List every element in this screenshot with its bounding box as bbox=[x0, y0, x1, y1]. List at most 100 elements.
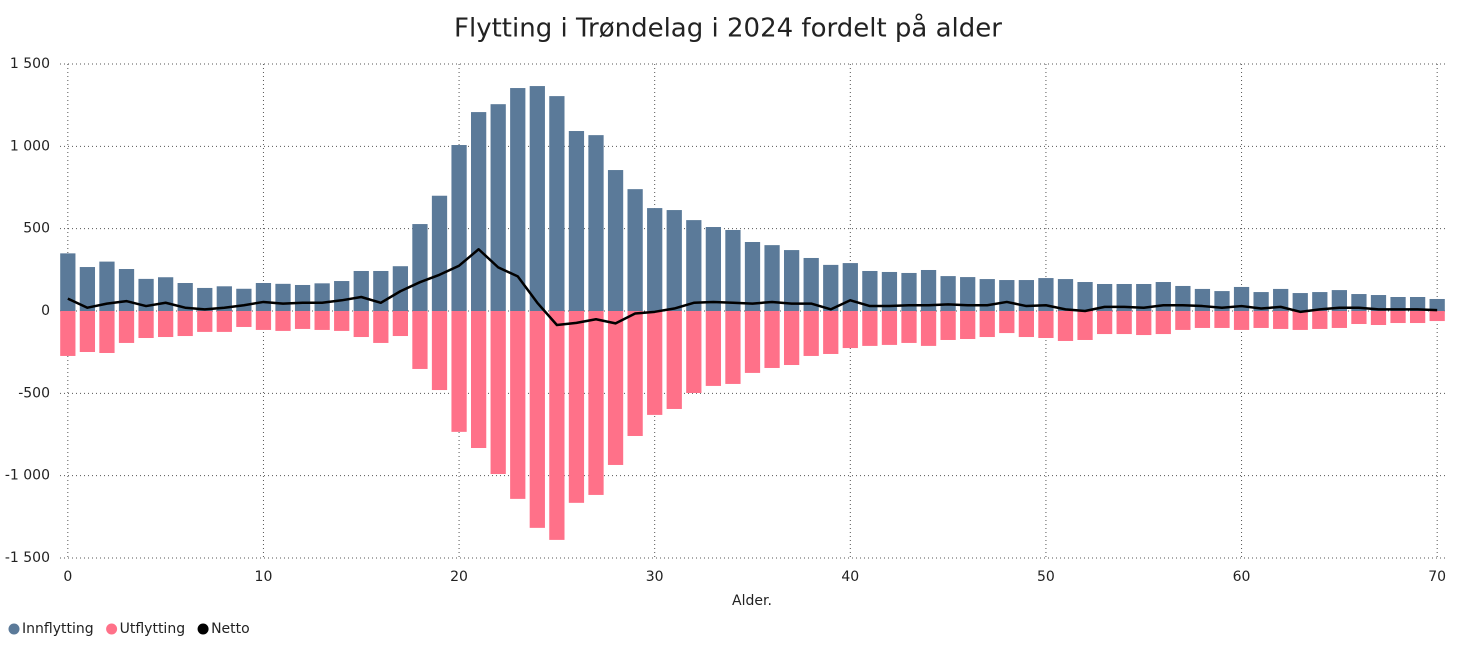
bar bbox=[764, 245, 780, 311]
bar bbox=[862, 311, 878, 346]
bar bbox=[1018, 280, 1034, 311]
bar bbox=[1214, 311, 1230, 328]
bar bbox=[373, 270, 389, 311]
bar bbox=[353, 270, 369, 311]
bar bbox=[373, 311, 389, 343]
bar bbox=[79, 311, 96, 353]
bar bbox=[158, 277, 174, 311]
bar bbox=[236, 311, 252, 327]
bar bbox=[1116, 311, 1132, 335]
bar bbox=[744, 242, 761, 311]
x-tick-label: 70 bbox=[1428, 569, 1446, 585]
bar bbox=[783, 250, 800, 311]
bar bbox=[275, 311, 291, 331]
bar bbox=[1136, 283, 1152, 311]
bar bbox=[686, 311, 702, 394]
bar bbox=[881, 311, 898, 345]
bar bbox=[725, 311, 741, 384]
bar bbox=[99, 311, 115, 353]
bar bbox=[1351, 311, 1367, 325]
bar bbox=[666, 311, 682, 409]
bar bbox=[471, 311, 487, 449]
bar bbox=[1194, 311, 1211, 328]
bar bbox=[216, 286, 232, 311]
bar bbox=[901, 311, 917, 343]
bar bbox=[1214, 291, 1230, 311]
bar bbox=[79, 267, 96, 311]
x-tick-label: 40 bbox=[841, 569, 859, 585]
bar bbox=[138, 278, 154, 311]
bar bbox=[568, 311, 585, 503]
y-tick-label: -500 bbox=[18, 385, 50, 401]
bar bbox=[1253, 292, 1269, 311]
bar bbox=[1429, 311, 1445, 322]
bar bbox=[705, 227, 722, 311]
bar bbox=[901, 272, 917, 311]
bar bbox=[529, 311, 545, 528]
y-tick-label: -1 000 bbox=[5, 468, 50, 484]
bar bbox=[823, 264, 839, 311]
bar bbox=[803, 311, 819, 356]
bar bbox=[451, 145, 467, 311]
bar bbox=[979, 311, 995, 338]
legend-label: Netto bbox=[211, 621, 250, 637]
bar bbox=[451, 311, 467, 432]
bar bbox=[431, 195, 448, 311]
x-tick-label: 20 bbox=[450, 569, 468, 585]
bar bbox=[1077, 311, 1093, 340]
bar bbox=[60, 311, 76, 356]
bar bbox=[979, 279, 995, 311]
bar bbox=[999, 280, 1015, 311]
bar bbox=[1116, 283, 1132, 311]
bar bbox=[823, 311, 839, 354]
bar bbox=[1018, 311, 1034, 338]
bar bbox=[1370, 311, 1387, 325]
bar bbox=[334, 281, 350, 311]
bar bbox=[353, 311, 369, 338]
bar bbox=[627, 311, 643, 436]
bar bbox=[920, 311, 937, 346]
bar bbox=[1390, 311, 1406, 324]
bar bbox=[216, 311, 232, 332]
bar bbox=[568, 131, 585, 311]
bar bbox=[764, 311, 780, 368]
bar bbox=[627, 189, 643, 311]
bar bbox=[607, 170, 624, 311]
bar bbox=[803, 257, 819, 311]
bar bbox=[686, 220, 702, 311]
bar bbox=[412, 224, 428, 311]
bar bbox=[647, 311, 663, 415]
bar bbox=[999, 311, 1015, 334]
bar bbox=[1233, 311, 1250, 330]
x-tick-label: 10 bbox=[255, 569, 273, 585]
bar bbox=[1175, 311, 1191, 330]
y-tick-label: 1 000 bbox=[10, 138, 50, 154]
bar bbox=[1136, 311, 1152, 336]
bar bbox=[138, 311, 154, 339]
bar bbox=[1253, 311, 1269, 328]
x-tick-label: 60 bbox=[1233, 569, 1251, 585]
bar bbox=[118, 269, 135, 311]
bar bbox=[666, 210, 682, 311]
y-tick-label: 0 bbox=[41, 303, 50, 319]
bar bbox=[255, 283, 272, 311]
bar bbox=[1409, 297, 1426, 311]
bar bbox=[1331, 290, 1347, 311]
bar bbox=[1233, 286, 1250, 311]
bar bbox=[1429, 298, 1445, 311]
bar bbox=[842, 263, 858, 311]
bar bbox=[1273, 288, 1289, 311]
legend-label: Innflytting bbox=[22, 621, 94, 637]
bar bbox=[1155, 311, 1171, 335]
bar bbox=[725, 229, 741, 311]
bar bbox=[1077, 282, 1093, 311]
bar bbox=[60, 253, 76, 311]
bar bbox=[197, 287, 213, 311]
bar bbox=[549, 311, 565, 540]
bar bbox=[1096, 283, 1113, 311]
bar bbox=[705, 311, 722, 386]
legend-marker bbox=[8, 623, 20, 635]
bar bbox=[940, 311, 956, 340]
bar bbox=[197, 311, 213, 332]
bar bbox=[862, 270, 878, 311]
